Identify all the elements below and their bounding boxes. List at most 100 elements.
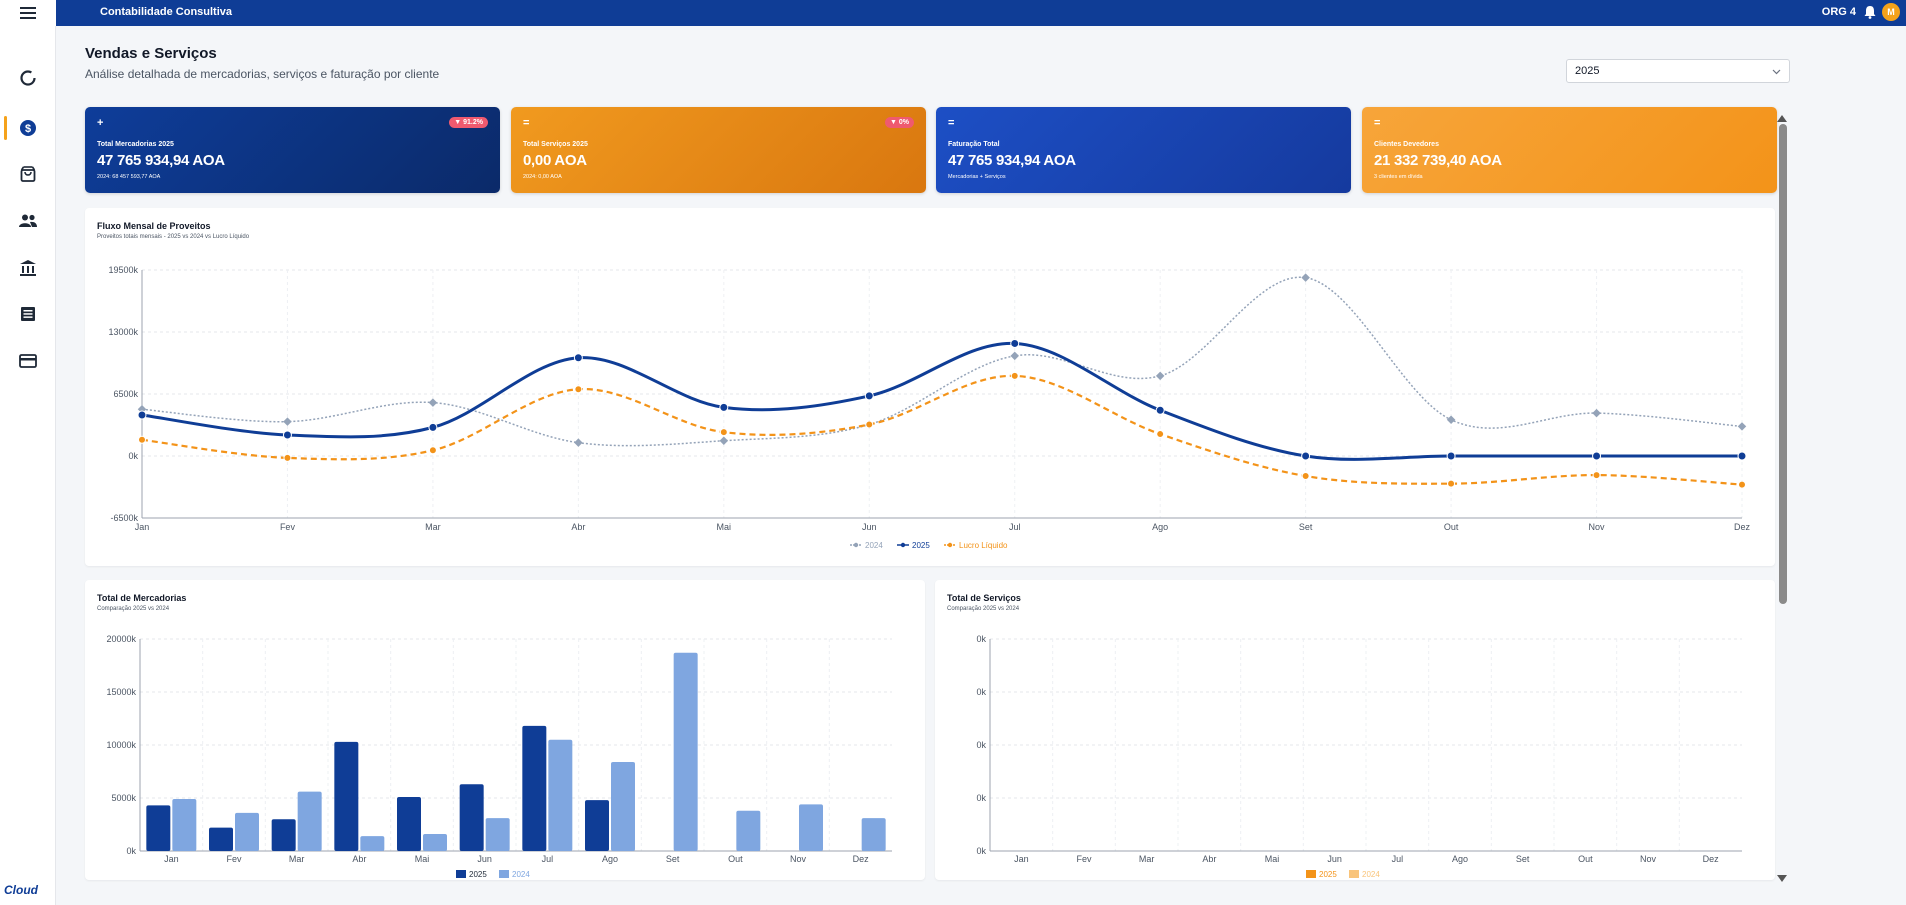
people-icon[interactable] [0,201,56,241]
kpi-card-servicos: = ▼ 0% Total Serviços 2025 0,00 AOA 2024… [511,107,926,193]
bell-icon[interactable] [1864,5,1876,24]
x-tick-label: Set [1299,522,1313,532]
y-tick-label: 0k [976,846,986,856]
mercadorias-chart-panel: Total de Mercadorias Comparação 2025 vs … [85,580,925,880]
bar [459,784,484,851]
x-tick-label: Fev [226,854,242,864]
data-point [864,391,874,401]
x-tick-label: Ago [602,854,618,864]
legend-swatch [456,870,466,878]
credit-card-icon[interactable] [0,341,56,381]
mercadorias-bar-chart: 20000k 15000k 10000k 5000k 0k Jan Fev Mar Abr Mai… [106,634,892,879]
x-tick-label: Out [1444,522,1459,532]
kpi-label: Faturação Total [948,141,1000,148]
data-point [428,398,438,407]
kpi-symbol: = [948,117,955,129]
org-selector[interactable]: ORG 4 [1821,6,1856,18]
scrollbar[interactable] [1776,107,1788,882]
x-tick-label: Nov [1640,854,1657,864]
brand-logo: Cloud [4,883,38,897]
data-point [1737,451,1747,461]
menu-icon[interactable] [0,0,56,26]
donut-chart-icon[interactable] [0,58,56,98]
data-point [1156,430,1165,439]
scroll-down-arrow-icon[interactable] [1777,869,1787,887]
bar [297,791,322,851]
flow-chart-panel: Fluxo Mensal de Proveitos Proveitos tota… [85,208,1775,566]
kpi-sub: 2024: 68 457 593,77 AOA [97,174,161,180]
data-point [428,422,438,432]
kpi-card-devedores: = Clientes Devedores 21 332 739,40 AOA 3… [1362,107,1777,193]
bar [397,796,421,851]
top-bar: Contabilidade Consultiva ORG 4 M [0,0,1906,26]
shopping-bag-icon[interactable] [0,154,56,194]
data-point [719,436,729,445]
data-point [138,435,146,444]
legend-label: 2025 [1319,870,1337,879]
page-subtitle: Análise detalhada de mercadorias, serviç… [85,67,440,81]
bar [146,805,171,851]
kpi-label: Clientes Devedores [1374,141,1439,148]
y-tick-label: 0k [976,687,986,697]
bar [172,799,197,851]
kpi-sub: 2024: 0,00 AOA [523,174,562,180]
series-line-1 [141,341,1742,461]
x-tick-label: Jun [862,522,877,532]
x-tick-label: Mai [415,854,430,864]
bar [235,812,259,851]
legend-label: 2024 [512,870,530,879]
list-icon[interactable] [0,294,56,334]
data-point [1447,479,1456,488]
bar [548,739,573,851]
bar [522,725,547,851]
y-tick-label: 0k [976,740,986,750]
scroll-up-arrow-icon[interactable] [1777,109,1787,127]
bar [611,761,635,851]
x-tick-label: Out [728,854,743,864]
x-tick-label: Nov [790,854,807,864]
data-point [137,410,147,420]
year-select-value: 2025 [1575,65,1600,77]
x-tick-label: Dez [1734,522,1751,532]
data-point [1737,422,1747,431]
year-select[interactable]: 2025 [1566,59,1790,83]
x-tick-label: Dez [853,854,870,864]
servicos-chart-panel: Total de Serviços Comparação 2025 vs 202… [935,580,1775,880]
dollar-icon[interactable]: $ [0,108,56,148]
legend-label: 2025 [469,870,487,879]
sidebar: $ Cloud [0,26,56,905]
kpi-value: 0,00 AOA [523,152,587,169]
x-tick-label: Jun [477,854,492,864]
data-point [1738,480,1746,489]
x-tick-label: Nov [1589,522,1606,532]
data-point [1592,471,1601,480]
x-tick-label: Abr [1202,854,1216,864]
series-line-0 [141,276,1743,447]
bank-icon[interactable] [0,248,56,288]
bar [673,652,698,851]
data-point [574,438,583,447]
kpi-sub: 3 clientes em dívida [1374,174,1423,180]
data-point [1446,451,1456,461]
kpi-label: Total Serviços 2025 [523,141,588,148]
y-tick-label: -6500k [110,513,138,523]
data-point [574,385,583,394]
kpi-value: 47 765 934,94 AOA [97,152,225,169]
kpi-value: 47 765 934,94 AOA [948,152,1076,169]
scrollbar-thumb[interactable] [1779,124,1787,604]
bar [360,836,385,851]
data-point [283,417,292,426]
avatar[interactable]: M [1882,3,1900,21]
y-tick-label: 0k [976,793,986,803]
servicos-bar-chart: 0k 0k 0k 0k 0k Jan Fev Mar Abr Mai Jun Jul Ago Set Out… [976,634,1742,879]
data-point [282,430,292,440]
y-tick-label: 13000k [108,327,138,337]
kpi-symbol: = [523,117,530,129]
bar [334,741,359,851]
data-point [283,453,292,462]
chart-title: Total de Mercadorias [97,593,187,603]
kpi-value: 21 332 739,40 AOA [1374,152,1502,169]
y-tick-label: 20000k [106,634,136,644]
y-tick-label: 0k [126,846,136,856]
